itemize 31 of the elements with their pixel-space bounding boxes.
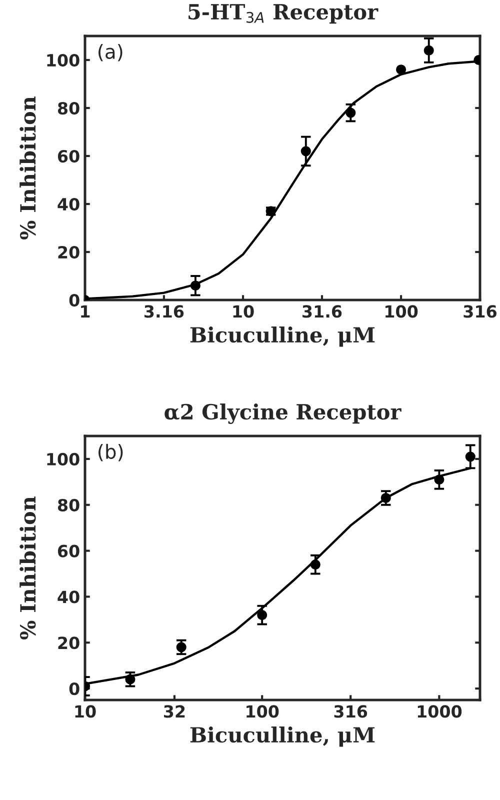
x-tick-label: 10 bbox=[233, 305, 254, 318]
y-tick-label: 60 bbox=[58, 544, 80, 558]
x-tick-label: 1 bbox=[81, 305, 90, 318]
y-axis-title: % Inhibition bbox=[20, 496, 36, 640]
x-axis-title: Bicuculline, μM bbox=[190, 726, 375, 747]
y-tick-label: 20 bbox=[58, 636, 80, 650]
x-tick-label: 100 bbox=[246, 705, 279, 718]
chart-title: 5-HT$_{3A}$ Receptor bbox=[188, 4, 378, 24]
y-tick-label: 100 bbox=[47, 54, 80, 67]
y-tick-label: 0 bbox=[69, 682, 80, 696]
annotation: (a) bbox=[98, 44, 122, 62]
y-axis-title: % Inhibition bbox=[20, 96, 36, 240]
x-axis-title: Bicuculline, μM bbox=[190, 326, 375, 347]
y-tick-label: 80 bbox=[58, 498, 80, 512]
x-tick-label: 316 bbox=[464, 305, 496, 318]
chart-title: α2 Glycine Receptor bbox=[164, 404, 402, 424]
annotation: (b) bbox=[98, 444, 123, 462]
y-tick-label: 20 bbox=[58, 246, 80, 259]
x-tick-label: 1000 bbox=[418, 705, 462, 718]
y-tick-label: 80 bbox=[58, 102, 80, 115]
x-tick-label: 100 bbox=[386, 305, 418, 318]
y-tick-label: 0 bbox=[69, 294, 80, 307]
y-tick-label: 40 bbox=[58, 198, 80, 211]
y-tick-label: 40 bbox=[58, 590, 80, 604]
x-tick-label: 3.16 bbox=[144, 305, 184, 318]
x-tick-label: 31.6 bbox=[302, 305, 342, 318]
y-tick-label: 100 bbox=[47, 452, 80, 466]
x-tick-label: 316 bbox=[334, 705, 368, 718]
x-tick-label: 32 bbox=[164, 705, 185, 718]
y-tick-label: 60 bbox=[58, 150, 80, 163]
x-tick-label: 10 bbox=[75, 705, 96, 718]
